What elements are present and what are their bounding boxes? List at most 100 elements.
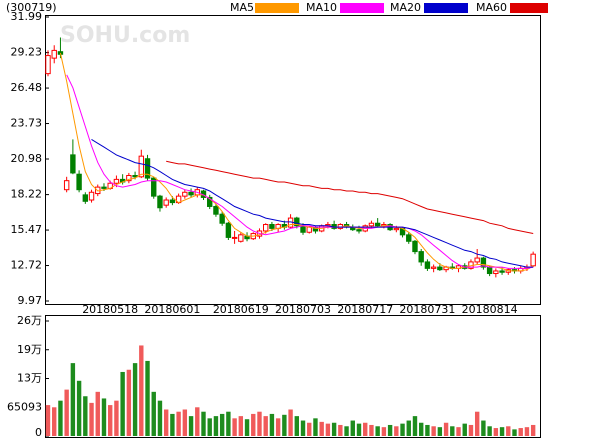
volume-bar bbox=[394, 426, 399, 436]
y-tick-label: 13万 bbox=[17, 372, 42, 385]
volume-bar bbox=[350, 420, 355, 436]
volume-bar bbox=[188, 416, 194, 436]
volume-bar bbox=[139, 345, 144, 436]
volume-bar bbox=[269, 413, 275, 436]
volume-bar bbox=[151, 391, 156, 436]
volume-bar bbox=[76, 380, 82, 436]
candle-body bbox=[63, 180, 70, 191]
volume-bar bbox=[64, 389, 69, 436]
volume-bar bbox=[294, 416, 299, 436]
candle-body bbox=[418, 251, 424, 263]
y-tick-label: 65093 bbox=[7, 400, 42, 413]
volume-bar bbox=[530, 424, 536, 436]
volume-bar bbox=[487, 426, 492, 436]
volume-bar bbox=[288, 409, 293, 436]
volume-bar bbox=[157, 400, 163, 436]
volume-bar bbox=[412, 416, 418, 436]
volume-bar bbox=[52, 407, 57, 436]
candle-body bbox=[163, 199, 169, 206]
candle-body bbox=[530, 253, 536, 267]
volume-bar bbox=[506, 426, 511, 436]
x-tick-label: 20180717 bbox=[337, 303, 393, 316]
y-tick-label: 15.47 bbox=[11, 223, 43, 236]
volume-bar bbox=[257, 411, 262, 436]
candle-body bbox=[406, 234, 412, 242]
y-tick-label: 26.48 bbox=[11, 81, 43, 94]
volume-bar bbox=[406, 420, 411, 436]
volume-bar bbox=[120, 371, 125, 436]
candle-body bbox=[113, 178, 120, 184]
candle-body bbox=[393, 227, 400, 231]
legend-swatch bbox=[510, 3, 548, 13]
volume-bar bbox=[474, 411, 480, 436]
volume-bar bbox=[387, 424, 393, 436]
volume-bar bbox=[219, 413, 225, 436]
y-tick-label: 23.73 bbox=[11, 117, 43, 130]
candle-body bbox=[430, 266, 437, 269]
volume-bar bbox=[244, 419, 250, 436]
ma-line bbox=[59, 52, 534, 272]
volume-bar bbox=[108, 405, 113, 436]
volume-bar bbox=[145, 360, 150, 436]
candle-body bbox=[225, 222, 232, 238]
volume-bar bbox=[182, 409, 188, 436]
candle-body bbox=[207, 196, 213, 207]
y-tick-label: 12.72 bbox=[11, 259, 43, 272]
x-tick-label: 20180619 bbox=[213, 303, 269, 316]
legend-swatch bbox=[424, 3, 468, 13]
x-tick-label: 20180703 bbox=[275, 303, 331, 316]
candle-body bbox=[238, 234, 244, 242]
volume-bar bbox=[443, 422, 449, 436]
candle-body bbox=[493, 270, 499, 275]
volume-bar bbox=[232, 418, 237, 436]
volume-bar bbox=[431, 426, 436, 436]
volume-bar bbox=[512, 429, 517, 436]
legend-swatch bbox=[255, 3, 299, 13]
y-tick-label: 19万 bbox=[17, 343, 42, 356]
volume-bar bbox=[524, 427, 530, 436]
volume-bar bbox=[369, 424, 374, 436]
volume-bar bbox=[170, 413, 175, 436]
volume-bar bbox=[499, 427, 505, 436]
volume-bar bbox=[275, 418, 281, 436]
volume-bar bbox=[331, 422, 337, 436]
volume-bar bbox=[114, 400, 119, 436]
watermark: SOHU.com bbox=[60, 23, 190, 48]
stock-code: (300719) bbox=[6, 1, 57, 14]
volume-bar bbox=[493, 428, 499, 436]
candle-body bbox=[88, 191, 95, 201]
volume-bar bbox=[300, 420, 306, 436]
ma-line bbox=[166, 160, 534, 234]
legend-label: MA5 bbox=[230, 1, 254, 14]
candle-body bbox=[294, 217, 300, 227]
candle-body bbox=[480, 257, 487, 268]
volume-bar bbox=[356, 423, 362, 436]
volume-bar bbox=[263, 416, 268, 436]
y-tick-label: 18.22 bbox=[11, 188, 43, 201]
volume-bar bbox=[375, 426, 380, 436]
volume-bar bbox=[381, 427, 387, 436]
price-frame bbox=[45, 15, 541, 305]
y-tick-label: 9.97 bbox=[18, 294, 43, 307]
candle-body bbox=[70, 154, 76, 174]
volume-bar bbox=[207, 418, 212, 436]
volume-bar bbox=[70, 363, 76, 436]
candle-body bbox=[138, 155, 145, 178]
volume-bar bbox=[400, 423, 405, 436]
volume-bar bbox=[201, 411, 206, 436]
volume-bar bbox=[58, 400, 63, 436]
candle-body bbox=[101, 186, 107, 189]
legend-label: MA10 bbox=[306, 1, 337, 14]
candle-body bbox=[368, 222, 375, 227]
candle-body bbox=[219, 213, 225, 224]
volume-bar bbox=[101, 398, 107, 436]
volume-bar bbox=[307, 422, 312, 436]
candle-body bbox=[412, 240, 418, 253]
legend-swatch bbox=[340, 3, 384, 13]
volume-bar bbox=[226, 411, 231, 436]
y-tick-label: 29.23 bbox=[11, 46, 43, 59]
candle-body bbox=[300, 225, 306, 233]
candle-body bbox=[45, 55, 51, 75]
volume-bar bbox=[251, 413, 256, 436]
